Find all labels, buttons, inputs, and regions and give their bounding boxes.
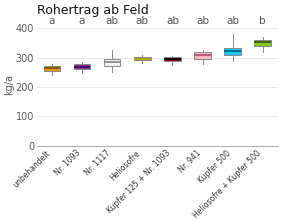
Text: a: a — [49, 16, 55, 26]
Text: ab: ab — [196, 16, 209, 26]
Bar — [164, 57, 181, 61]
Bar — [44, 66, 60, 71]
Text: ab: ab — [136, 16, 149, 26]
Bar — [194, 52, 211, 59]
Bar — [74, 64, 90, 69]
Text: ab: ab — [166, 16, 179, 26]
Text: Rohertrag ab Feld: Rohertrag ab Feld — [37, 4, 149, 17]
Bar — [104, 59, 120, 66]
Bar — [134, 57, 151, 60]
Y-axis label: kg/a: kg/a — [4, 74, 14, 95]
Text: ab: ab — [226, 16, 239, 26]
Text: a: a — [79, 16, 85, 26]
Text: ab: ab — [106, 16, 119, 26]
Bar — [254, 39, 271, 46]
Text: b: b — [259, 16, 266, 26]
Bar — [224, 48, 241, 55]
